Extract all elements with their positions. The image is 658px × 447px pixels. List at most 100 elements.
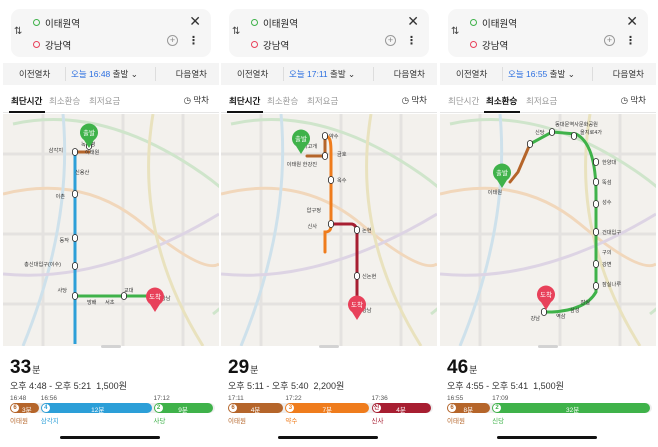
route-map[interactable]: 약수 버티고개 한강진 이태원 금호 옥수 압구정 신사 논현 신논현 강남 출발 도착: [221, 114, 437, 346]
origin-field[interactable]: 이태원역: [263, 19, 298, 30]
station-node[interactable]: [72, 148, 78, 156]
origin-pin-label: 출발: [295, 134, 307, 143]
tab-cheapest[interactable]: 최저요금: [307, 96, 339, 106]
last-train-button[interactable]: ◷ 막차: [184, 94, 209, 106]
next-train-button[interactable]: 다음열차: [393, 69, 425, 79]
station-node[interactable]: [593, 228, 599, 236]
station-node[interactable]: [72, 292, 78, 300]
destination-pin[interactable]: 도착: [145, 287, 165, 312]
segment-station: 신사: [371, 418, 384, 425]
segment-stations: 이태원 삼각지 사당: [10, 415, 215, 425]
route-summary[interactable]: 29분 오후 5:11 - 오후 5:40 2,200원 17:11 17:22 17…: [221, 350, 437, 447]
next-train-button[interactable]: 다음열차: [612, 69, 644, 79]
station-label: 총신대입구(이수): [24, 260, 61, 268]
duration-unit: 분: [469, 365, 478, 375]
route-summary[interactable]: 33분 오후 4:48 - 오후 5:21 1,500원 16:48 16:56 17…: [3, 350, 219, 447]
station-node[interactable]: [322, 132, 328, 140]
route-map[interactable]: 신당 동대문역사문화공원 을지로4가 한양대 뚝섬 성수 건대입구 구의 강변 잠실나루 잠실 삼성 역…: [440, 114, 656, 346]
station-node[interactable]: [593, 158, 599, 166]
station-label: 옥수: [337, 177, 347, 184]
station-node[interactable]: [328, 220, 334, 228]
departure-time-selector[interactable]: 오늘 16:48 출발 ⌄: [71, 68, 138, 80]
departure-time: 16:55: [526, 69, 548, 79]
station-node[interactable]: [527, 140, 533, 148]
prev-train-button[interactable]: 이전열차: [456, 69, 488, 79]
route-summary[interactable]: 46분 오후 4:55 - 오후 5:41 1,500원 16:55 17:09 6…: [440, 350, 656, 447]
station-node[interactable]: [593, 200, 599, 208]
close-icon[interactable]: ✕: [407, 13, 419, 29]
departure-time-selector[interactable]: 오늘 16:55 출발 ⌄: [508, 68, 575, 80]
station-node[interactable]: [72, 234, 78, 242]
tab-fastest[interactable]: 최단시간: [448, 96, 480, 106]
tab-fewest-transfers[interactable]: 최소환승: [49, 96, 81, 106]
destination-pin[interactable]: 도착: [537, 285, 555, 310]
swap-icon[interactable]: ⇅: [451, 26, 460, 37]
sheet-handle[interactable]: [319, 345, 339, 348]
segment-start-times: 17:11 17:22 17:36: [228, 395, 433, 404]
station-node[interactable]: [328, 176, 334, 184]
next-train-button[interactable]: 다음열차: [175, 69, 207, 79]
prev-train-button[interactable]: 이전열차: [19, 69, 51, 79]
station-node[interactable]: [593, 178, 599, 186]
plus-icon[interactable]: +: [604, 35, 615, 46]
origin-pin[interactable]: 출발: [292, 129, 310, 154]
divider: [155, 67, 156, 81]
map-line: [449, 118, 656, 316]
close-icon[interactable]: ✕: [189, 13, 201, 29]
plus-icon[interactable]: +: [385, 35, 396, 46]
station-node[interactable]: [593, 282, 599, 290]
station-node[interactable]: [121, 292, 127, 300]
sheet-handle[interactable]: [538, 345, 558, 348]
station-node[interactable]: [354, 226, 360, 234]
origin-pin[interactable]: 출발: [79, 123, 98, 148]
station-node[interactable]: [541, 308, 547, 316]
more-vertical-icon[interactable]: ⋮: [625, 35, 636, 47]
destination-field[interactable]: 강남역: [482, 41, 509, 52]
station-node[interactable]: [571, 132, 577, 140]
map-line: [12, 118, 219, 316]
station-node[interactable]: [72, 262, 78, 270]
tab-fewest-transfers[interactable]: 최소환승: [486, 96, 518, 106]
origin-field[interactable]: 이태원역: [45, 19, 80, 30]
station-label: 한양대: [602, 158, 617, 166]
swap-icon[interactable]: ⇅: [14, 26, 23, 37]
origin-field[interactable]: 이태원역: [482, 19, 517, 30]
map-line: [365, 114, 423, 346]
more-vertical-icon[interactable]: ⋮: [406, 35, 417, 47]
tab-fastest[interactable]: 최단시간: [229, 96, 261, 106]
last-train-label: 막차: [411, 95, 427, 105]
close-icon[interactable]: ✕: [626, 13, 638, 29]
tab-fewest-transfers[interactable]: 최소환승: [267, 96, 299, 106]
departure-time-selector[interactable]: 오늘 17:11 출발 ⌄: [289, 68, 355, 80]
station-node[interactable]: [72, 190, 78, 198]
station-label: 구의: [602, 249, 612, 256]
last-train-button[interactable]: ◷ 막차: [621, 94, 646, 106]
destination-field[interactable]: 강남역: [263, 41, 290, 52]
plus-icon[interactable]: +: [167, 35, 178, 46]
destination-field[interactable]: 강남역: [45, 41, 72, 52]
destination-pin[interactable]: 도착: [348, 295, 366, 320]
route-search-box: ⇅ 이태원역 강남역 ✕ + ⋮: [229, 9, 429, 57]
destination-pin-shape: [348, 295, 366, 320]
station-node[interactable]: [354, 272, 360, 280]
last-train-button[interactable]: ◷ 막차: [402, 94, 427, 106]
time-range-text: 오후 4:48 - 오후 5:21: [10, 381, 92, 391]
station-node[interactable]: [322, 152, 328, 160]
origin-pin[interactable]: 출발: [493, 163, 511, 188]
station-label: 역삼: [556, 312, 566, 320]
segment-start-time: 17:12: [153, 395, 170, 402]
station-node[interactable]: [593, 260, 599, 268]
station-label: 강남: [530, 314, 540, 322]
tab-cheapest[interactable]: 최저요금: [526, 96, 558, 106]
route-path-line6: [508, 142, 532, 184]
swap-icon[interactable]: ⇅: [232, 26, 241, 37]
tab-fastest[interactable]: 최단시간: [11, 96, 43, 106]
tab-cheapest[interactable]: 최저요금: [89, 96, 121, 106]
prev-train-button[interactable]: 이전열차: [237, 69, 269, 79]
segment-line-신: 신 4분: [371, 403, 431, 414]
station-node[interactable]: [549, 128, 555, 136]
sheet-handle[interactable]: [101, 345, 121, 348]
more-vertical-icon[interactable]: ⋮: [188, 35, 199, 47]
